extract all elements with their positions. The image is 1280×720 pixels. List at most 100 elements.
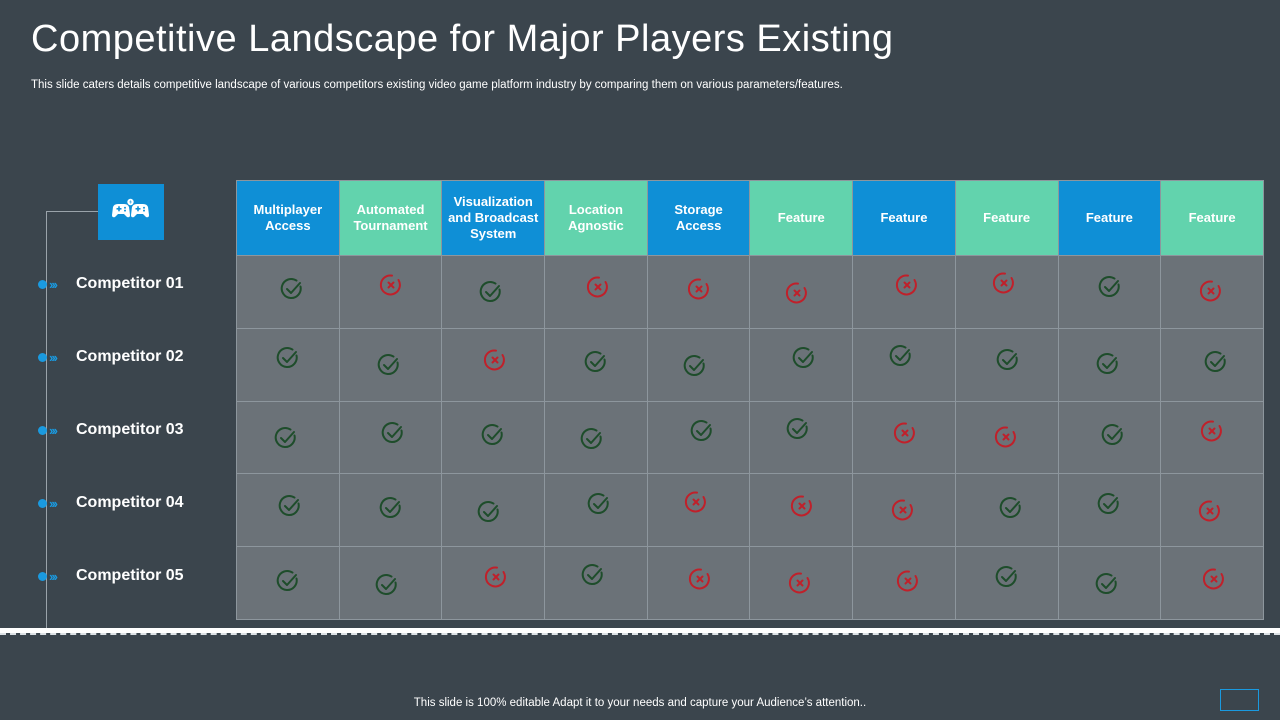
cross-icon xyxy=(895,273,919,297)
check-icon xyxy=(786,417,810,441)
column-header: Storage Access xyxy=(646,180,751,256)
table-row xyxy=(236,473,1264,548)
timeline-line xyxy=(46,211,47,631)
timeline-connector xyxy=(46,211,98,212)
double-chevron-icon: ››› xyxy=(49,495,58,511)
table-cell xyxy=(646,546,751,620)
table-cell xyxy=(954,255,1059,329)
bullet-dot-icon xyxy=(38,425,47,435)
table-cell xyxy=(749,546,854,620)
cross-icon xyxy=(1200,419,1224,443)
table-cell xyxy=(646,473,751,548)
cross-icon xyxy=(788,571,812,595)
check-icon xyxy=(999,496,1023,520)
double-chevron-icon: ››› xyxy=(49,568,58,584)
table-cell xyxy=(236,400,340,475)
cross-icon xyxy=(1198,499,1222,523)
check-icon xyxy=(479,280,503,304)
check-icon xyxy=(381,421,405,445)
cross-icon xyxy=(1199,279,1223,303)
competitor-name: Competitor 02 xyxy=(76,348,184,365)
column-header: Multiplayer Access xyxy=(236,180,340,256)
page-number-box xyxy=(1220,689,1259,711)
table-cell xyxy=(954,400,1059,475)
double-chevron-icon: ››› xyxy=(49,422,58,438)
check-icon xyxy=(379,496,403,520)
check-icon xyxy=(792,346,816,370)
table-cell xyxy=(852,327,956,402)
table-cell xyxy=(1057,327,1162,402)
cross-icon xyxy=(994,425,1018,449)
check-icon xyxy=(477,500,501,524)
table-cell xyxy=(338,255,443,329)
cross-icon xyxy=(891,498,915,522)
table-cell xyxy=(1160,546,1264,620)
footer-note: This slide is 100% editable Adapt it to … xyxy=(413,697,867,709)
table-cell xyxy=(749,400,854,475)
table-cell xyxy=(852,473,956,548)
cross-icon xyxy=(1202,567,1226,591)
column-header: Automated Tournament xyxy=(338,180,443,256)
table-cell xyxy=(544,255,648,329)
column-header: Feature xyxy=(1160,180,1264,256)
table-cell xyxy=(1057,400,1162,475)
table-cell xyxy=(544,546,648,620)
double-chevron-icon: ››› xyxy=(49,349,58,365)
cross-icon xyxy=(785,281,809,305)
table-cell xyxy=(749,255,854,329)
table-cell xyxy=(954,327,1059,402)
table-cell xyxy=(441,473,546,548)
competitor-label: ››› Competitor 05 xyxy=(38,566,184,586)
check-icon xyxy=(1097,492,1121,516)
check-icon xyxy=(278,494,302,518)
check-icon xyxy=(274,426,298,450)
competitor-label: ››› Competitor 03 xyxy=(38,420,184,440)
page-subtitle: This slide caters details competitive la… xyxy=(31,79,843,91)
column-header: Feature xyxy=(749,180,854,256)
double-chevron-icon: ››› xyxy=(49,276,58,292)
table-cell xyxy=(544,473,648,548)
bottom-divider xyxy=(0,628,1280,633)
table-cell xyxy=(338,546,443,620)
cross-icon xyxy=(790,494,814,518)
column-header: Feature xyxy=(954,180,1059,256)
table-cell xyxy=(338,400,443,475)
table-cell xyxy=(1057,473,1162,548)
table-cell xyxy=(236,473,340,548)
table-cell xyxy=(441,327,546,402)
table-row xyxy=(236,400,1264,475)
table-cell xyxy=(441,400,546,475)
check-icon xyxy=(683,354,707,378)
comparison-table: Multiplayer Access Automated Tournament Vi… xyxy=(236,180,1264,620)
check-icon xyxy=(1101,423,1125,447)
table-cell xyxy=(646,327,751,402)
table-header-row: Multiplayer Access Automated Tournament Vi… xyxy=(236,180,1264,256)
competitor-label: ››› Competitor 02 xyxy=(38,347,184,367)
cross-icon xyxy=(688,567,712,591)
check-icon xyxy=(280,277,304,301)
competitor-name: Competitor 05 xyxy=(76,567,184,584)
column-header: Feature xyxy=(1057,180,1162,256)
table-cell xyxy=(1057,546,1162,620)
check-icon xyxy=(1098,275,1122,299)
check-icon xyxy=(587,492,611,516)
cross-icon xyxy=(586,275,610,299)
check-icon xyxy=(276,346,300,370)
cross-icon xyxy=(684,490,708,514)
column-header: Feature xyxy=(852,180,956,256)
bottom-divider-dashed xyxy=(0,633,1280,635)
competitor-name: Competitor 01 xyxy=(76,275,184,292)
page-title: Competitive Landscape for Major Players … xyxy=(31,18,894,60)
table-row xyxy=(236,546,1264,620)
check-icon xyxy=(1095,572,1119,596)
cross-icon xyxy=(893,421,917,445)
check-icon xyxy=(1204,350,1228,374)
table-cell xyxy=(646,400,751,475)
check-icon xyxy=(580,427,604,451)
table-cell xyxy=(544,400,648,475)
bullet-dot-icon xyxy=(38,352,47,362)
cross-icon xyxy=(379,273,403,297)
check-icon xyxy=(1096,352,1120,376)
check-icon xyxy=(889,344,913,368)
table-cell xyxy=(852,255,956,329)
